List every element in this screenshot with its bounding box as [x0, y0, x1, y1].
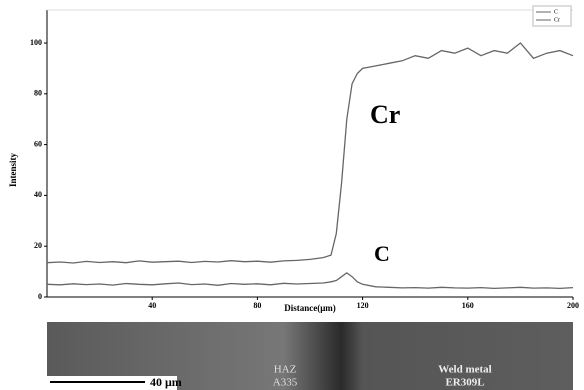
y-tick-label: 0 — [38, 292, 42, 301]
x-tick-label: 120 — [357, 301, 369, 310]
y-tick-label: 100 — [30, 38, 42, 47]
legend-box — [533, 6, 571, 26]
x-tick-label: 200 — [567, 301, 579, 310]
x-axis-label: Distance(μm) — [284, 303, 336, 313]
x-tick-label: 160 — [462, 301, 474, 310]
weld-label: Weld metal — [438, 364, 491, 376]
x-tick-label: 40 — [148, 301, 156, 310]
y-tick-label: 80 — [34, 89, 42, 98]
legend-label: Cr — [554, 17, 560, 23]
haz-label: A335 — [273, 377, 298, 389]
y-tick-label: 20 — [34, 241, 42, 250]
x-tick-label: 80 — [253, 301, 261, 310]
legend-label: C — [554, 9, 558, 15]
scale-label: 40 μm — [150, 375, 182, 389]
y-axis-label: Intensity — [8, 153, 18, 188]
chart: 40 μm HAZ A335 Weld metal ER309L Distanc… — [0, 0, 584, 390]
series-line — [47, 43, 573, 263]
y-tick-label: 60 — [34, 139, 42, 148]
y-tick-label: 40 — [34, 190, 42, 199]
annotation: C — [374, 241, 390, 266]
haz-label: HAZ — [274, 364, 297, 376]
series-line — [47, 273, 573, 289]
weld-label: ER309L — [445, 377, 484, 389]
annotation: Cr — [370, 100, 400, 129]
